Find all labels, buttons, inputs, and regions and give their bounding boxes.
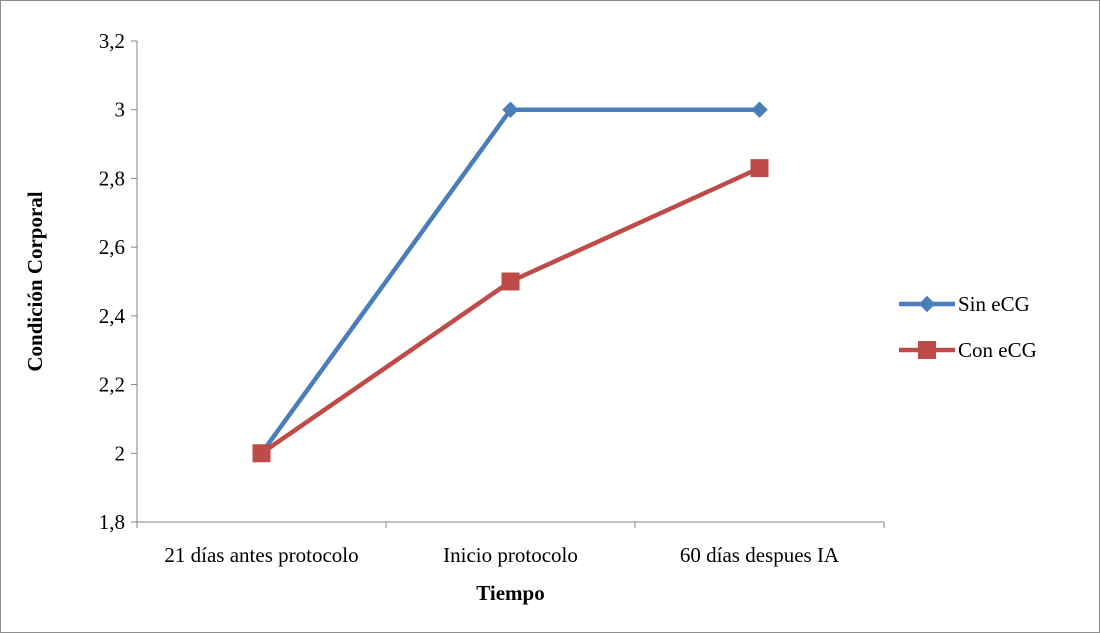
y-tick-label: 2,4: [99, 304, 126, 328]
x-tick-label: Inicio protocolo: [443, 543, 578, 567]
legend-item: Sin eCG: [899, 292, 1030, 316]
legend-label: Con eCG: [958, 338, 1037, 362]
y-tick-label: 2,2: [99, 373, 125, 397]
data-point: [501, 272, 520, 291]
y-tick-label: 2,8: [99, 166, 125, 190]
legend-label: Sin eCG: [958, 292, 1030, 316]
data-point: [502, 101, 519, 118]
legend-swatch-marker: [918, 341, 936, 359]
legend-item: Con eCG: [899, 338, 1037, 362]
x-tick-label: 60 días despues IA: [680, 543, 840, 567]
legend: Sin eCG Con eCG: [899, 292, 1037, 362]
y-tick-label: 3: [115, 98, 126, 122]
y-tick-label: 2,6: [99, 235, 125, 259]
y-tick-label: 3,2: [99, 29, 125, 53]
axes: [136, 41, 884, 523]
x-axis-ticks: 21 días antes protocolo Inicio protocolo 6…: [136, 522, 885, 567]
data-point: [750, 159, 769, 178]
y-tick-label: 2: [115, 441, 126, 465]
y-axis-ticks: 1,8 2 2,2 2,4 2,6 2,8 3 3,2: [99, 29, 137, 534]
data-point: [252, 444, 271, 463]
y-axis-title: Condición Corporal: [23, 191, 47, 371]
series-1: [252, 159, 769, 463]
series-layer: [252, 101, 769, 463]
legend-swatch-marker: [918, 295, 936, 313]
series-line: [259, 165, 762, 456]
y-tick-label: 1,8: [99, 510, 125, 534]
x-axis-title: Tiempo: [476, 581, 544, 605]
x-tick-label: 21 días antes protocolo: [164, 543, 358, 567]
data-point: [751, 101, 768, 118]
